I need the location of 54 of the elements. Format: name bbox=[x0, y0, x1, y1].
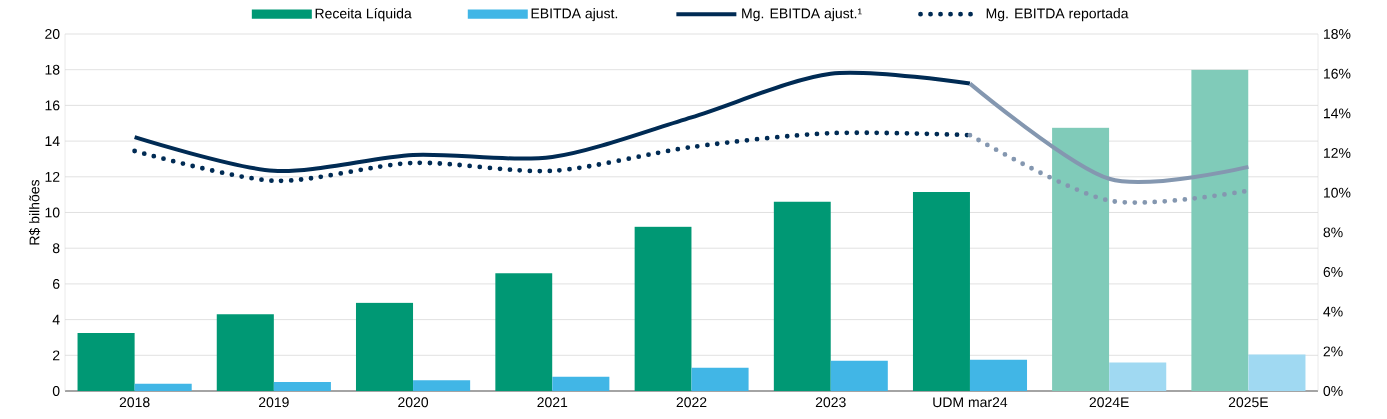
y-tick-label: 12 bbox=[45, 171, 60, 182]
bar bbox=[495, 273, 553, 391]
bar bbox=[77, 332, 135, 391]
x-tick-label: UDM mar24 bbox=[933, 397, 1008, 408]
legend-label: Mg. EBITDA ajust.¹ bbox=[742, 8, 862, 22]
y2-tick-label: 8% bbox=[1323, 227, 1343, 238]
y2-tick-label: 16% bbox=[1324, 68, 1351, 79]
y2-tick-label: 12% bbox=[1324, 148, 1351, 158]
x-tick-label: 2021 bbox=[537, 397, 568, 408]
y-tick-label: 14 bbox=[45, 136, 60, 146]
bar bbox=[634, 226, 692, 391]
bar bbox=[413, 380, 471, 391]
bar bbox=[273, 382, 331, 391]
bar bbox=[1191, 69, 1249, 391]
x-tick-label: 2024E bbox=[1089, 397, 1129, 408]
y2-tick-label: 2% bbox=[1323, 346, 1343, 357]
bar bbox=[1052, 127, 1110, 391]
y2-tick-label: 4% bbox=[1323, 306, 1343, 317]
bar bbox=[691, 367, 749, 391]
y-tick-label: 4 bbox=[52, 314, 60, 325]
y2-tick-label: 0% bbox=[1323, 386, 1343, 396]
y-tick-label: 20 bbox=[45, 29, 60, 39]
x-tick-label: 2022 bbox=[676, 397, 707, 408]
legend-label: Receita Líquida bbox=[315, 7, 412, 22]
bar bbox=[969, 359, 1028, 391]
y2-tick-label: 18% bbox=[1324, 29, 1351, 39]
x-tick-label: 2018 bbox=[119, 397, 150, 408]
y-tick-label: 16 bbox=[45, 100, 60, 111]
line-series bbox=[132, 70, 972, 174]
bar bbox=[773, 201, 831, 391]
y2-tick-label: 6% bbox=[1323, 267, 1343, 277]
y-tick-label: 8 bbox=[52, 243, 60, 254]
x-tick-label: 2023 bbox=[815, 397, 846, 408]
bar bbox=[216, 314, 274, 391]
y-tick-label: 6 bbox=[53, 278, 60, 289]
legend-label: Mg. EBITDA reportada bbox=[986, 8, 1129, 22]
y2-tick-label: 10% bbox=[1324, 187, 1351, 198]
y-tick-label: 18 bbox=[45, 64, 60, 75]
bar bbox=[912, 191, 970, 391]
bar bbox=[830, 360, 888, 391]
legend-label: EBITDA ajust. bbox=[531, 8, 618, 22]
y-axis-title: R$ bilhões bbox=[28, 179, 41, 245]
y-tick-label: 10 bbox=[45, 207, 60, 218]
x-tick-label: 2019 bbox=[258, 397, 289, 408]
x-tick-label: 2020 bbox=[398, 397, 429, 408]
y-tick-label: 0 bbox=[52, 386, 60, 396]
bar bbox=[355, 302, 414, 391]
bar bbox=[1248, 354, 1306, 391]
y2-tick-label: 14% bbox=[1324, 108, 1351, 119]
bar bbox=[1109, 362, 1167, 391]
bar bbox=[134, 383, 192, 391]
bar bbox=[552, 376, 610, 391]
x-tick-label: 2025E bbox=[1228, 397, 1269, 408]
y-tick-label: 2 bbox=[53, 350, 60, 361]
